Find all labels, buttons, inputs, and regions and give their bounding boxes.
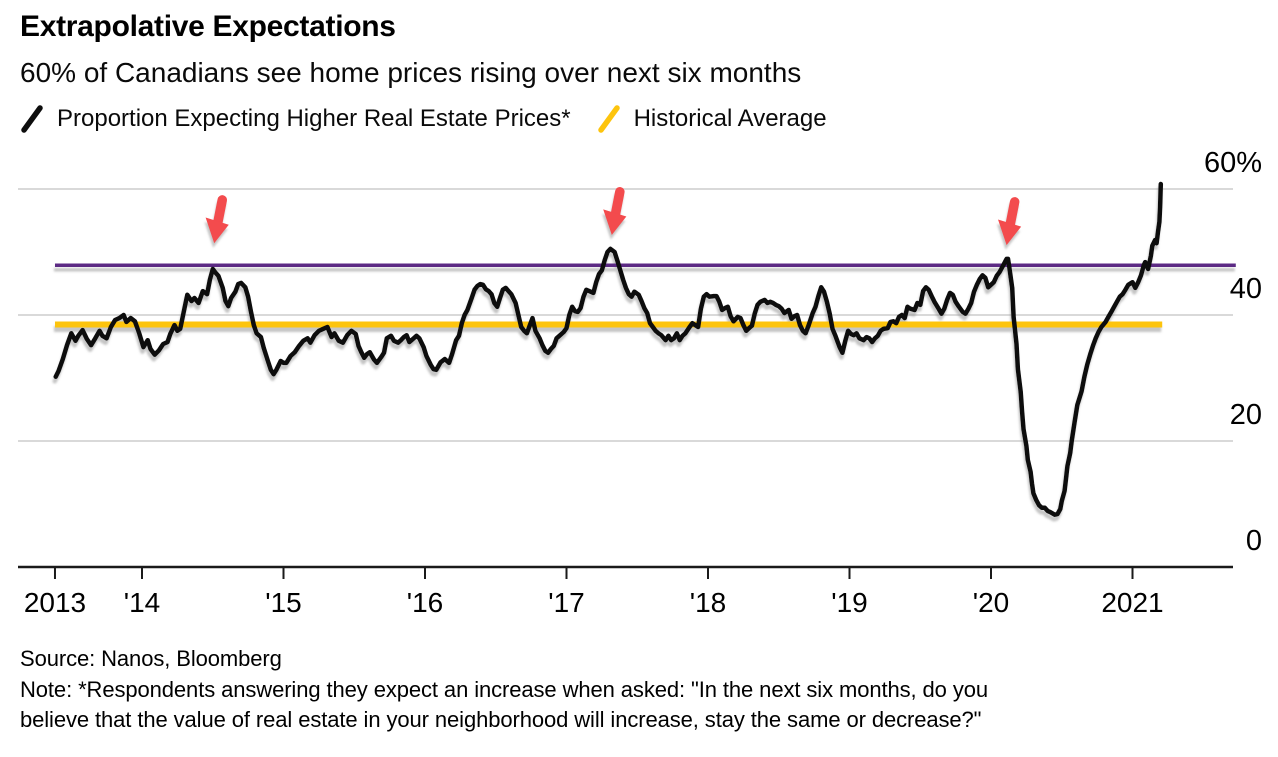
legend-label-series: Proportion Expecting Higher Real Estate …: [57, 105, 571, 132]
y-axis-label: 60%: [1204, 147, 1262, 179]
note-line-1: Note: *Respondents answering they expect…: [20, 676, 989, 702]
x-axis-label: '20: [973, 587, 1010, 618]
x-axis-label: '17: [548, 587, 585, 618]
x-axis-label: '16: [407, 587, 444, 618]
red-arrow-icon: [603, 186, 627, 235]
expectations-data-line: [53, 181, 1164, 517]
x-axis-label: 2013: [24, 587, 86, 618]
gridlines: [18, 188, 1233, 442]
red-arrow-icon: [205, 195, 229, 244]
x-axis-label: '15: [265, 587, 302, 618]
y-axis-label: 20: [1230, 399, 1262, 431]
legend-item-average: Historical Average: [597, 105, 827, 133]
black-slash-line: [21, 105, 43, 133]
yellow-slash-line: [597, 105, 620, 133]
red-arrow-head: [998, 219, 1022, 246]
red-arrow-shaft: [1005, 197, 1020, 231]
red-arrow-icon: [998, 197, 1022, 246]
page-title: Extrapolative Expectations: [20, 10, 396, 43]
y-axis-label: 0: [1246, 525, 1262, 557]
x-axis-label: 2021: [1101, 587, 1163, 618]
red-arrow-head: [205, 217, 229, 244]
x-axis-label: '18: [690, 587, 727, 618]
page-subtitle: 60% of Canadians see home prices rising …: [20, 57, 802, 88]
x-axis-label: '19: [831, 587, 868, 618]
chart-legend: Proportion Expecting Higher Real Estate …: [20, 105, 853, 133]
legend-label-average: Historical Average: [633, 105, 827, 132]
legend-item-series: Proportion Expecting Higher Real Estate …: [20, 105, 571, 133]
red-arrow-shaft: [212, 195, 228, 229]
red-arrow-head: [603, 209, 627, 235]
black-slash-icon: [21, 105, 43, 133]
chart-footnote: Source: Nanos, Bloomberg Note: *Responde…: [20, 644, 988, 736]
note-line-2: believe that the value of real estate in…: [20, 707, 982, 732]
source-line: Source: Nanos, Bloomberg: [20, 646, 282, 671]
yellow-slash-icon: [597, 105, 620, 133]
x-axis-label: '14: [124, 587, 161, 618]
x-axis: [18, 565, 1233, 579]
red-arrow-shaft: [610, 186, 625, 221]
axis-labels: 60% 40 20 0 2013 '14 '15 '16 '17 '18 '19 '20 2021: [24, 147, 1262, 618]
y-axis-label: 40: [1230, 273, 1262, 305]
